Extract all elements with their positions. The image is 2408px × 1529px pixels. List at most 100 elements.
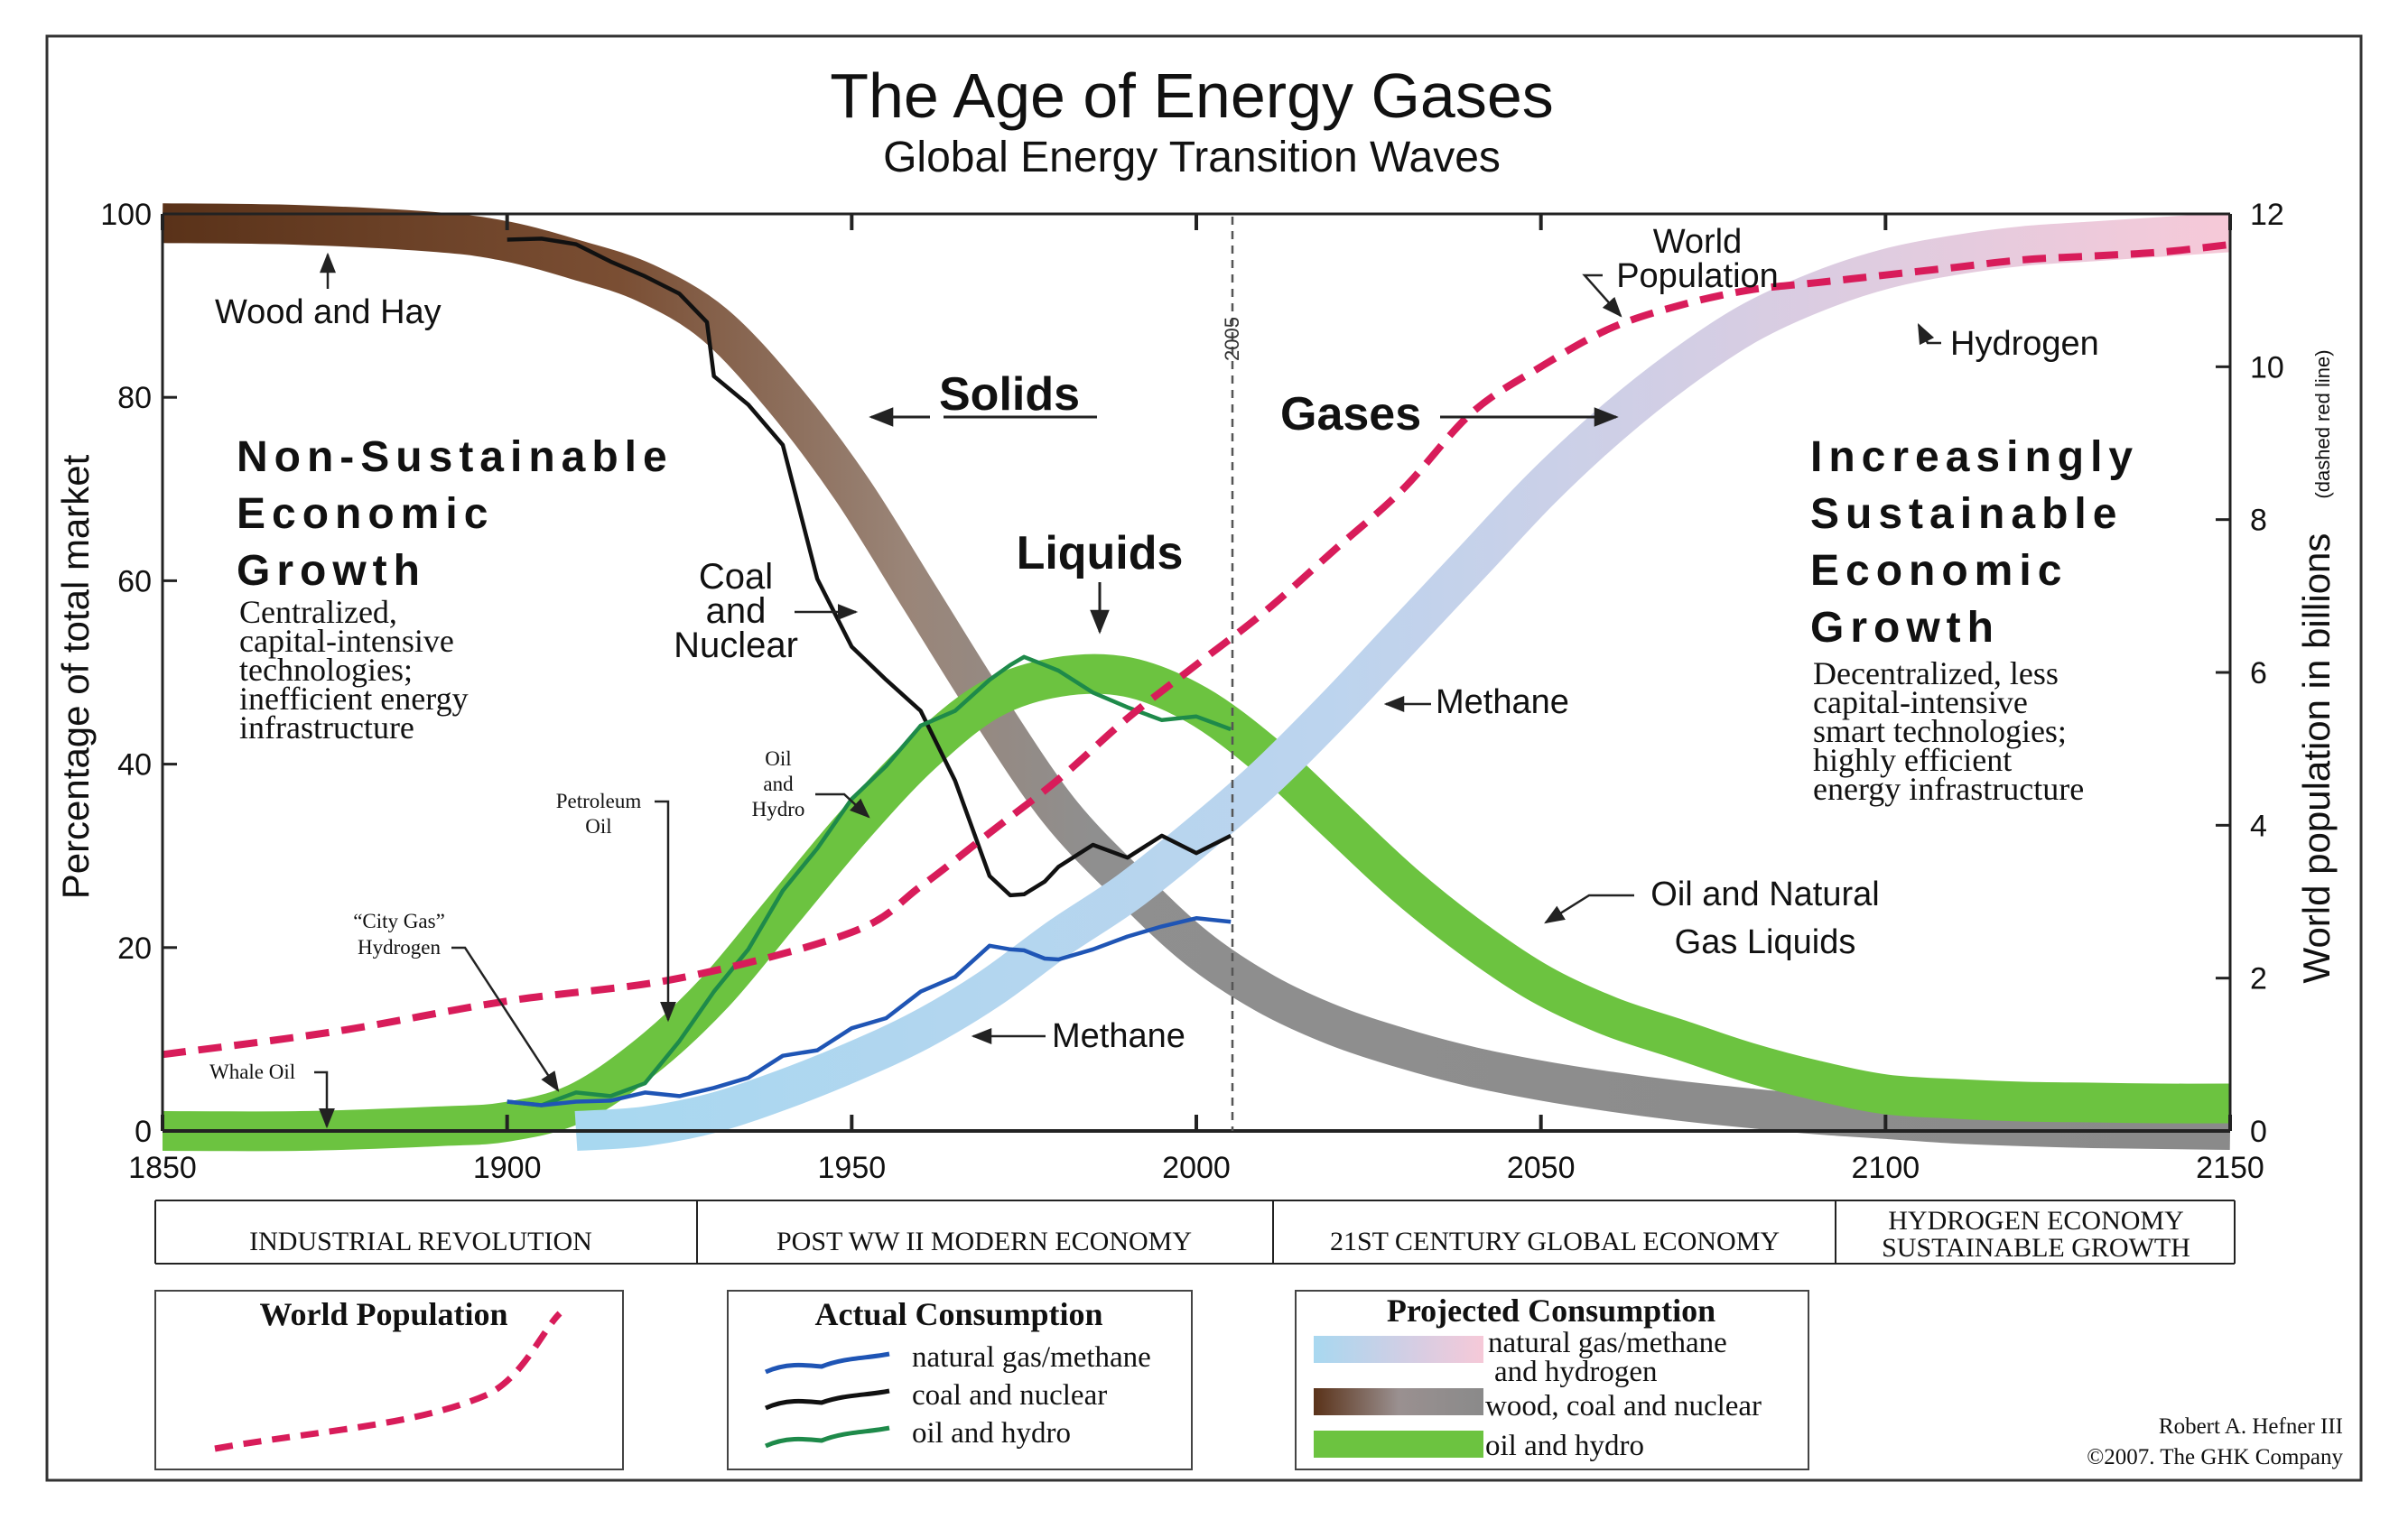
left-heading-1: Non-Sustainable: [237, 433, 674, 481]
legend-projected: Projected Consumption natural gas/methan…: [1295, 1290, 1809, 1470]
axis-ticks: 1850 1900 1950 2000 2050 2100 2150100806040200…: [100, 198, 2284, 1185]
petroleum-oil-label-2: Oil: [585, 815, 611, 838]
population-line: [162, 240, 2231, 1059]
methane-upper-label: Methane: [1436, 683, 1569, 721]
y2-tick-label-8: 8: [2250, 504, 2267, 538]
x-tick-label-2050: 2050: [1507, 1151, 1576, 1185]
legend-projected-title: Projected Consumption: [1387, 1293, 1715, 1329]
left-heading-2: Economic: [237, 490, 494, 538]
era-post-ww2: POST WW II MODERN ECONOMY: [776, 1227, 1192, 1256]
x-tick-label-2150: 2150: [2196, 1151, 2264, 1185]
left-body-3: technologies;: [239, 652, 413, 688]
petroleum-oil-label-1: Petroleum: [556, 790, 642, 812]
y2-axis-note: (dashed red line): [2311, 349, 2334, 498]
line-world-population: [162, 240, 2231, 1059]
hydrogen-label: Hydrogen: [1950, 325, 2099, 363]
y2-tick-label-12: 12: [2250, 198, 2284, 232]
legend-projected-wood-label: wood, coal and nuclear: [1485, 1390, 1762, 1422]
legend-actual-coal-swatch: [764, 1388, 890, 1411]
y2-tick-label-4: 4: [2250, 809, 2267, 843]
legend-population-swatch: [214, 1311, 562, 1452]
era-hydrogen-1: HYDROGEN ECONOMY: [1888, 1206, 2184, 1236]
right-body-4: highly efficient: [1813, 742, 2012, 778]
right-heading-3: Economic: [1810, 547, 2068, 595]
line-actual-natural-gas: [507, 916, 1232, 1107]
y2-tick-label-2: 2: [2250, 962, 2267, 996]
chart-title: The Age of Energy Gases: [830, 60, 1554, 131]
chart-subtitle: Global Energy Transition Waves: [883, 134, 1501, 181]
coal-nuclear-label-3: Nuclear: [674, 626, 798, 665]
band-oil-hydro: [162, 653, 2231, 1152]
annotations: Wood and Hay Solids Gases Liquids World …: [209, 223, 2099, 1129]
world-population-label-2: Population: [1616, 257, 1779, 295]
legend-population: World Population: [154, 1290, 624, 1470]
legend-actual-oil-swatch: [764, 1425, 890, 1449]
legend-projected-oil-swatch: [1314, 1431, 1483, 1458]
right-body-1: Decentralized, less: [1813, 655, 2059, 691]
methane-lower-label: Methane: [1052, 1017, 1185, 1055]
band-gas-hydrogen: [574, 212, 2232, 1151]
legend-actual: Actual Consumption natural gas/methane c…: [727, 1290, 1193, 1470]
whale-oil-label: Whale Oil: [209, 1061, 295, 1083]
oil-hydro-label-1: Oil: [765, 747, 791, 770]
solids-label: Solids: [939, 368, 1080, 421]
left-narrative: Non-Sustainable Economic Growth Centrali…: [237, 433, 674, 746]
figure-border: [45, 34, 2363, 1482]
y2-tick-label-0: 0: [2250, 1115, 2267, 1149]
oil-ngl-label-1: Oil and Natural: [1650, 876, 1879, 913]
legend-actual-methane-swatch: [764, 1351, 890, 1375]
liquids-label: Liquids: [1017, 527, 1184, 579]
city-gas-label-1: “City Gas”: [353, 910, 445, 932]
credit-line-1: Robert A. Hefner III: [2159, 1414, 2343, 1439]
left-body-4: inefficient energy: [239, 681, 469, 717]
left-heading-3: Growth: [237, 547, 426, 595]
y-tick-label-100: 100: [100, 198, 152, 232]
right-heading-1: Increasingly: [1810, 433, 2139, 481]
y2-axis-title: World population in billions: [2295, 533, 2338, 984]
y-axis-title: Percentage of total market: [54, 454, 97, 899]
legend-projected-oil-label: oil and hydro: [1485, 1430, 1644, 1462]
actual-lines: [507, 236, 1232, 1107]
oil-hydro-label-2: and: [763, 773, 794, 795]
right-narrative: Increasingly Sustainable Economic Growth…: [1810, 433, 2139, 807]
y2-tick-label-10: 10: [2250, 350, 2284, 385]
gases-label: Gases: [1280, 388, 1421, 440]
legend-actual-title: Actual Consumption: [814, 1296, 1102, 1332]
legend-actual-oil-label: oil and hydro: [912, 1417, 1071, 1450]
y-tick-label-60: 60: [117, 564, 152, 598]
era-strip: INDUSTRIAL REVOLUTION POST WW II MODERN …: [154, 1200, 2236, 1265]
y-tick-label-20: 20: [117, 931, 152, 966]
line-actual-coal-nuclear: [507, 236, 1232, 898]
right-heading-4: Growth: [1810, 604, 2000, 652]
y-tick-label-40: 40: [117, 748, 152, 783]
coal-nuclear-label-2: and: [706, 591, 767, 631]
vline-2005-label: 2005: [1221, 317, 1243, 361]
left-body-5: infrastructure: [239, 709, 414, 746]
era-21st-century: 21ST CENTURY GLOBAL ECONOMY: [1330, 1227, 1780, 1256]
y2-tick-label-6: 6: [2250, 656, 2267, 690]
left-body-1: Centralized,: [239, 594, 397, 630]
x-tick-label-1850: 1850: [128, 1151, 197, 1185]
oil-ngl-label-2: Gas Liquids: [1675, 923, 1856, 961]
legend-projected-gas-label-1: natural gas/methane: [1488, 1327, 1727, 1359]
coal-nuclear-label-1: Coal: [699, 557, 773, 597]
era-industrial: INDUSTRIAL REVOLUTION: [249, 1227, 592, 1256]
legend-projected-gas-label-2: and hydrogen: [1494, 1356, 1658, 1388]
legend-population-title: World Population: [259, 1296, 507, 1332]
credit-line-2: ©2007. The GHK Company: [2087, 1445, 2343, 1469]
right-body-2: capital-intensive: [1813, 684, 2028, 720]
left-body-2: capital-intensive: [239, 623, 454, 659]
city-gas-label-2: Hydrogen: [358, 936, 441, 959]
legend-projected-wood-swatch: [1314, 1388, 1483, 1415]
world-population-label-1: World: [1653, 223, 1743, 261]
right-body-5: energy infrastructure: [1813, 771, 2084, 807]
x-tick-label-1900: 1900: [473, 1151, 542, 1185]
oil-hydro-label-3: Hydro: [752, 798, 805, 820]
legend-projected-gas-swatch: [1314, 1336, 1483, 1363]
x-tick-label-1950: 1950: [818, 1151, 887, 1185]
wood-and-hay-label: Wood and Hay: [215, 293, 442, 331]
right-heading-2: Sustainable: [1810, 490, 2123, 538]
y-tick-label-0: 0: [135, 1115, 152, 1149]
legend-actual-methane-label: natural gas/methane: [912, 1341, 1151, 1374]
